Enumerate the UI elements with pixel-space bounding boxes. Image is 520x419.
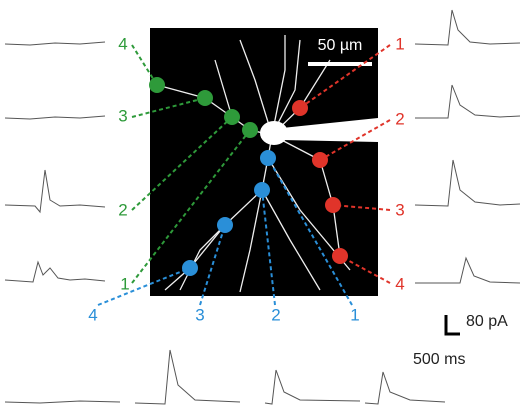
blue-label: 2 [271, 305, 280, 324]
red-label: 1 [395, 34, 404, 53]
green-label: 4 [118, 34, 127, 53]
scale-label: 50 µm [318, 37, 363, 54]
green-label: 1 [120, 274, 129, 293]
calibration-bar [446, 315, 460, 334]
blue-label: 3 [195, 305, 204, 324]
blue-label: 1 [350, 305, 359, 324]
red-label: 4 [395, 274, 404, 293]
calibration-time: 500 ms [413, 351, 465, 368]
blue-label: 4 [88, 305, 97, 324]
red-label: 2 [395, 109, 404, 128]
figure: 50 µm 4 3 2 1 1 2 3 4 4 3 2 1 [0, 0, 520, 419]
red-label: 3 [395, 200, 404, 219]
green-label: 2 [118, 200, 127, 219]
green-label: 3 [118, 106, 127, 125]
calibration-current: 80 pA [466, 313, 508, 330]
